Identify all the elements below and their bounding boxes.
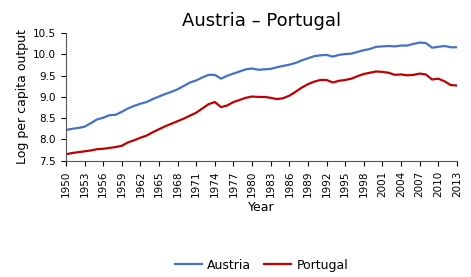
Portugal — [317, 78, 323, 82]
Austria — [280, 64, 286, 68]
Portugal — [374, 70, 379, 73]
Portugal — [454, 84, 460, 87]
Portugal — [225, 104, 230, 107]
Y-axis label: Log per capita output: Log per capita output — [16, 30, 29, 164]
Austria — [63, 129, 69, 132]
Line: Portugal: Portugal — [66, 71, 457, 154]
Portugal — [255, 95, 261, 99]
Austria — [311, 55, 317, 58]
Austria — [225, 74, 230, 77]
Line: Austria: Austria — [66, 43, 457, 130]
Austria — [113, 113, 118, 116]
Austria — [454, 46, 460, 49]
X-axis label: Year: Year — [248, 201, 275, 214]
Portugal — [113, 145, 118, 149]
Portugal — [311, 80, 317, 83]
Portugal — [63, 153, 69, 156]
Title: Austria – Portugal: Austria – Portugal — [182, 12, 341, 30]
Austria — [255, 68, 261, 71]
Austria — [317, 54, 323, 57]
Legend: Austria, Portugal: Austria, Portugal — [170, 253, 353, 276]
Austria — [417, 41, 422, 44]
Portugal — [280, 97, 286, 100]
